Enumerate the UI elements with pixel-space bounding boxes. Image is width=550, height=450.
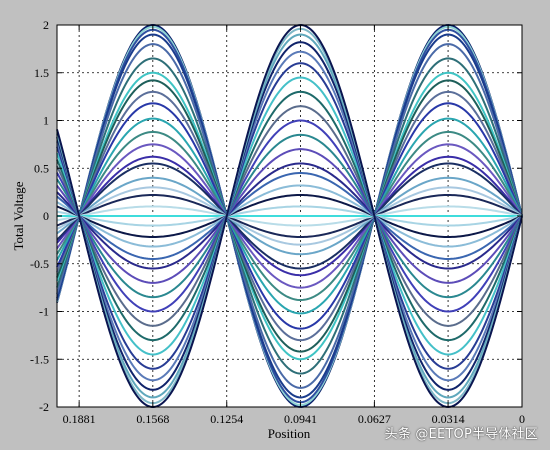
series-line-6	[56, 71, 523, 361]
series-line-5	[56, 57, 523, 375]
series-line-2	[56, 28, 523, 404]
y-axis-title: Total Voltage	[11, 181, 26, 250]
series-line-17	[56, 193, 523, 239]
series-line-36	[56, 24, 523, 409]
y-tick-label: -1	[39, 305, 49, 319]
series-line-30	[56, 76, 523, 356]
y-tick-label: -0.5	[30, 257, 49, 271]
series-line-0	[56, 23, 523, 408]
watermark: 头条 @EETOP半导体社区	[384, 427, 538, 442]
y-tick-label: 2	[43, 18, 49, 32]
series-line-35	[56, 27, 523, 405]
series-line-28	[56, 105, 523, 327]
series-line-7	[56, 79, 523, 353]
series-line-12	[56, 143, 523, 289]
y-tick-label: -2	[39, 400, 49, 414]
series-line-15	[56, 176, 523, 256]
series-line-27	[56, 119, 523, 313]
x-tick-label: 0	[519, 412, 525, 426]
x-tick-label: 0.0627	[358, 412, 391, 426]
series-line-22	[56, 184, 523, 248]
series-line-29	[56, 90, 523, 342]
series-line-10	[56, 117, 523, 315]
series-line-25	[56, 148, 523, 284]
series-line-20	[56, 205, 523, 227]
series-line-3	[56, 33, 523, 399]
curves	[56, 23, 523, 409]
x-tick-label: 0.1881	[63, 412, 96, 426]
x-tick-label: 0.0314	[432, 412, 465, 426]
series-line-24	[56, 162, 523, 270]
y-tick-label: 0	[43, 209, 49, 223]
y-tick-label: -1.5	[30, 352, 49, 366]
x-tick-label: 0.1568	[136, 412, 169, 426]
x-tick-label: 0.1254	[210, 412, 243, 426]
series-line-26	[56, 133, 523, 299]
series-line-1	[56, 25, 523, 407]
series-line-23	[56, 172, 523, 260]
series-line-16	[56, 186, 523, 246]
series-line-34	[56, 33, 523, 399]
series-line-13	[56, 155, 523, 277]
y-tick-label: 1.5	[34, 66, 49, 80]
series-line-9	[56, 102, 523, 330]
y-tick-label: 0.5	[34, 161, 49, 175]
y-tick-label: 1	[43, 114, 49, 128]
ticks: -2 -1.5 -1 -0.5 0 0.5 1 1.5 2 0.1881 0.1568 0.1254 0…	[30, 18, 525, 426]
x-tick-label: 0.0941	[284, 412, 317, 426]
series-line-21	[56, 193, 523, 239]
series-line-4	[56, 43, 523, 389]
series-line-11	[56, 130, 523, 302]
series-line-33	[56, 41, 523, 391]
series-line-14	[56, 162, 523, 270]
series-line-32	[56, 50, 523, 382]
x-axis-title: Position	[268, 426, 311, 441]
series-line-31	[56, 62, 523, 370]
series-line-8	[56, 90, 523, 342]
series-line-18	[56, 205, 523, 227]
